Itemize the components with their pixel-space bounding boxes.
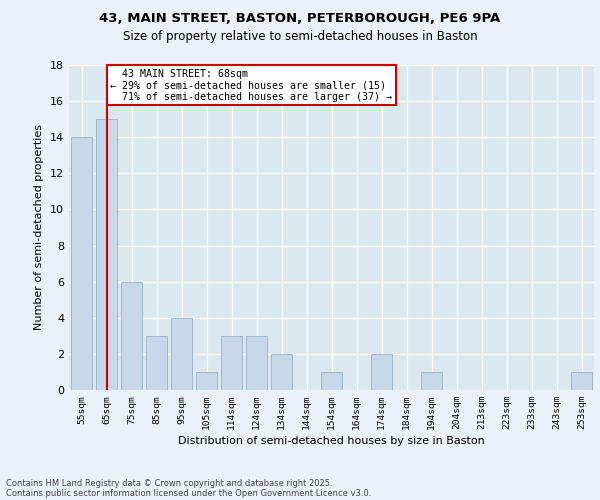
- Text: Contains public sector information licensed under the Open Government Licence v3: Contains public sector information licen…: [6, 488, 371, 498]
- Bar: [196, 372, 217, 390]
- Bar: [96, 119, 117, 390]
- Text: 43, MAIN STREET, BASTON, PETERBOROUGH, PE6 9PA: 43, MAIN STREET, BASTON, PETERBOROUGH, P…: [100, 12, 500, 26]
- Bar: [571, 372, 592, 390]
- Bar: [121, 282, 142, 390]
- Text: Size of property relative to semi-detached houses in Baston: Size of property relative to semi-detach…: [122, 30, 478, 43]
- Bar: [321, 372, 342, 390]
- Bar: [246, 336, 267, 390]
- Bar: [271, 354, 292, 390]
- Bar: [71, 137, 92, 390]
- Bar: [221, 336, 242, 390]
- Bar: [146, 336, 167, 390]
- Text: Contains HM Land Registry data © Crown copyright and database right 2025.: Contains HM Land Registry data © Crown c…: [6, 478, 332, 488]
- Bar: [371, 354, 392, 390]
- X-axis label: Distribution of semi-detached houses by size in Baston: Distribution of semi-detached houses by …: [178, 436, 485, 446]
- Bar: [421, 372, 442, 390]
- Text: 43 MAIN STREET: 68sqm
← 29% of semi-detached houses are smaller (15)
  71% of se: 43 MAIN STREET: 68sqm ← 29% of semi-deta…: [110, 68, 392, 102]
- Y-axis label: Number of semi-detached properties: Number of semi-detached properties: [34, 124, 44, 330]
- Bar: [171, 318, 192, 390]
